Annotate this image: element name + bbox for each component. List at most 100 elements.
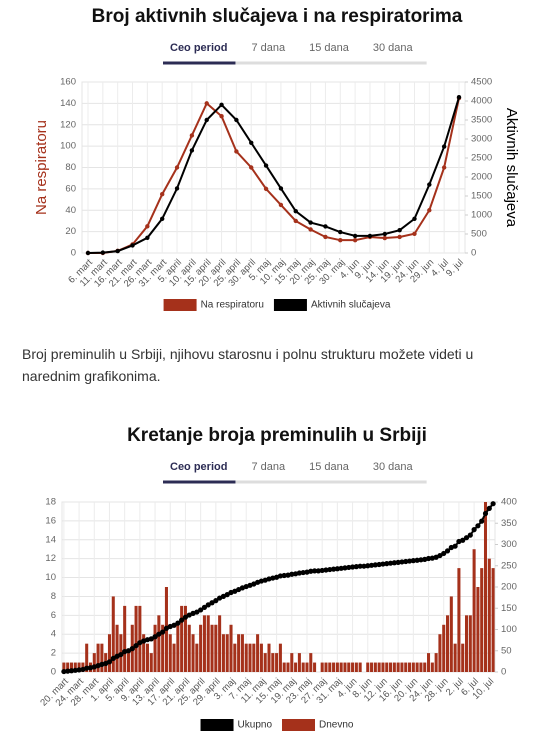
tab[interactable]: 15 dana [309, 42, 350, 54]
point [352, 233, 358, 239]
tab[interactable]: Ceo period [170, 42, 227, 54]
point [323, 224, 328, 229]
point [289, 571, 295, 577]
bar [221, 634, 225, 672]
paragraph: Broj preminulih u Srbiji, njihovu staros… [22, 346, 474, 384]
bar [449, 596, 453, 672]
point [395, 559, 401, 565]
point [129, 646, 135, 652]
y-tick-label: 4 [51, 629, 56, 640]
point [118, 651, 124, 658]
bar [396, 662, 400, 672]
point [293, 209, 298, 214]
bar [237, 634, 241, 672]
point [194, 609, 200, 615]
bar [111, 596, 115, 672]
point [346, 564, 352, 571]
point [410, 558, 416, 564]
bar [423, 662, 427, 672]
bar [370, 662, 374, 672]
tab[interactable]: 7 dana [251, 461, 286, 473]
point [308, 220, 313, 225]
bar [351, 662, 355, 672]
point [174, 186, 180, 191]
point [397, 234, 402, 240]
point [427, 182, 432, 187]
bar [115, 624, 119, 672]
point [323, 567, 329, 573]
y-tick-label: 18 [45, 497, 56, 508]
bar [202, 615, 206, 672]
bar [491, 568, 495, 672]
bar [210, 624, 214, 672]
bar [172, 643, 176, 672]
point [319, 567, 325, 574]
tab[interactable]: Ceo period [170, 461, 227, 473]
y2-tick-label: 250 [501, 560, 517, 571]
y2-tick-label: 500 [471, 229, 487, 240]
bar [145, 643, 149, 672]
point [85, 250, 91, 256]
bar [483, 502, 488, 672]
point [330, 566, 337, 572]
bar [392, 662, 396, 672]
point [278, 186, 284, 191]
bar [476, 587, 480, 672]
bar [259, 643, 263, 672]
bar [248, 643, 252, 672]
point [444, 548, 451, 554]
bar [233, 643, 237, 672]
bar [278, 643, 282, 672]
bar [389, 662, 393, 672]
point [179, 617, 185, 623]
y-tick-label: 10 [45, 572, 56, 583]
bar [472, 549, 476, 672]
y-tick-label: 14 [45, 534, 56, 545]
bar [157, 615, 161, 672]
bar [149, 653, 153, 672]
bar [332, 662, 336, 672]
point [160, 216, 165, 221]
point [204, 101, 209, 106]
tab[interactable]: 15 dana [309, 461, 350, 473]
point [334, 566, 340, 572]
tab[interactable]: 30 dana [373, 42, 414, 54]
point [160, 629, 166, 635]
bar [290, 653, 294, 672]
bar [411, 662, 415, 672]
y-axis-title: Na respiratoru [33, 120, 50, 215]
y-tick-label: 0 [71, 248, 76, 259]
bar [301, 662, 305, 672]
bar [434, 653, 438, 672]
bar [373, 662, 377, 672]
bar [252, 643, 256, 672]
point [357, 563, 363, 569]
tab[interactable]: 30 dana [373, 461, 414, 473]
bar [324, 662, 328, 672]
bar [134, 605, 138, 672]
point [145, 224, 150, 229]
point [300, 569, 306, 576]
bar [438, 634, 442, 672]
bar [180, 605, 184, 672]
bar [400, 662, 404, 672]
point [327, 566, 333, 573]
y2-tick-label: 0 [471, 248, 476, 259]
bar [385, 662, 389, 672]
point [189, 133, 195, 138]
bar [271, 653, 275, 672]
point [263, 163, 269, 168]
y2-tick-label: 4000 [471, 96, 492, 107]
point [368, 562, 375, 568]
point [174, 165, 180, 170]
point [125, 648, 132, 654]
y2-tick-label: 150 [501, 603, 517, 614]
point [106, 659, 113, 665]
point [382, 231, 387, 237]
point [277, 573, 283, 579]
point [349, 564, 356, 570]
tab[interactable]: 7 dana [251, 42, 286, 54]
point [145, 235, 150, 240]
legend-swatch [163, 299, 197, 311]
point [382, 235, 387, 241]
